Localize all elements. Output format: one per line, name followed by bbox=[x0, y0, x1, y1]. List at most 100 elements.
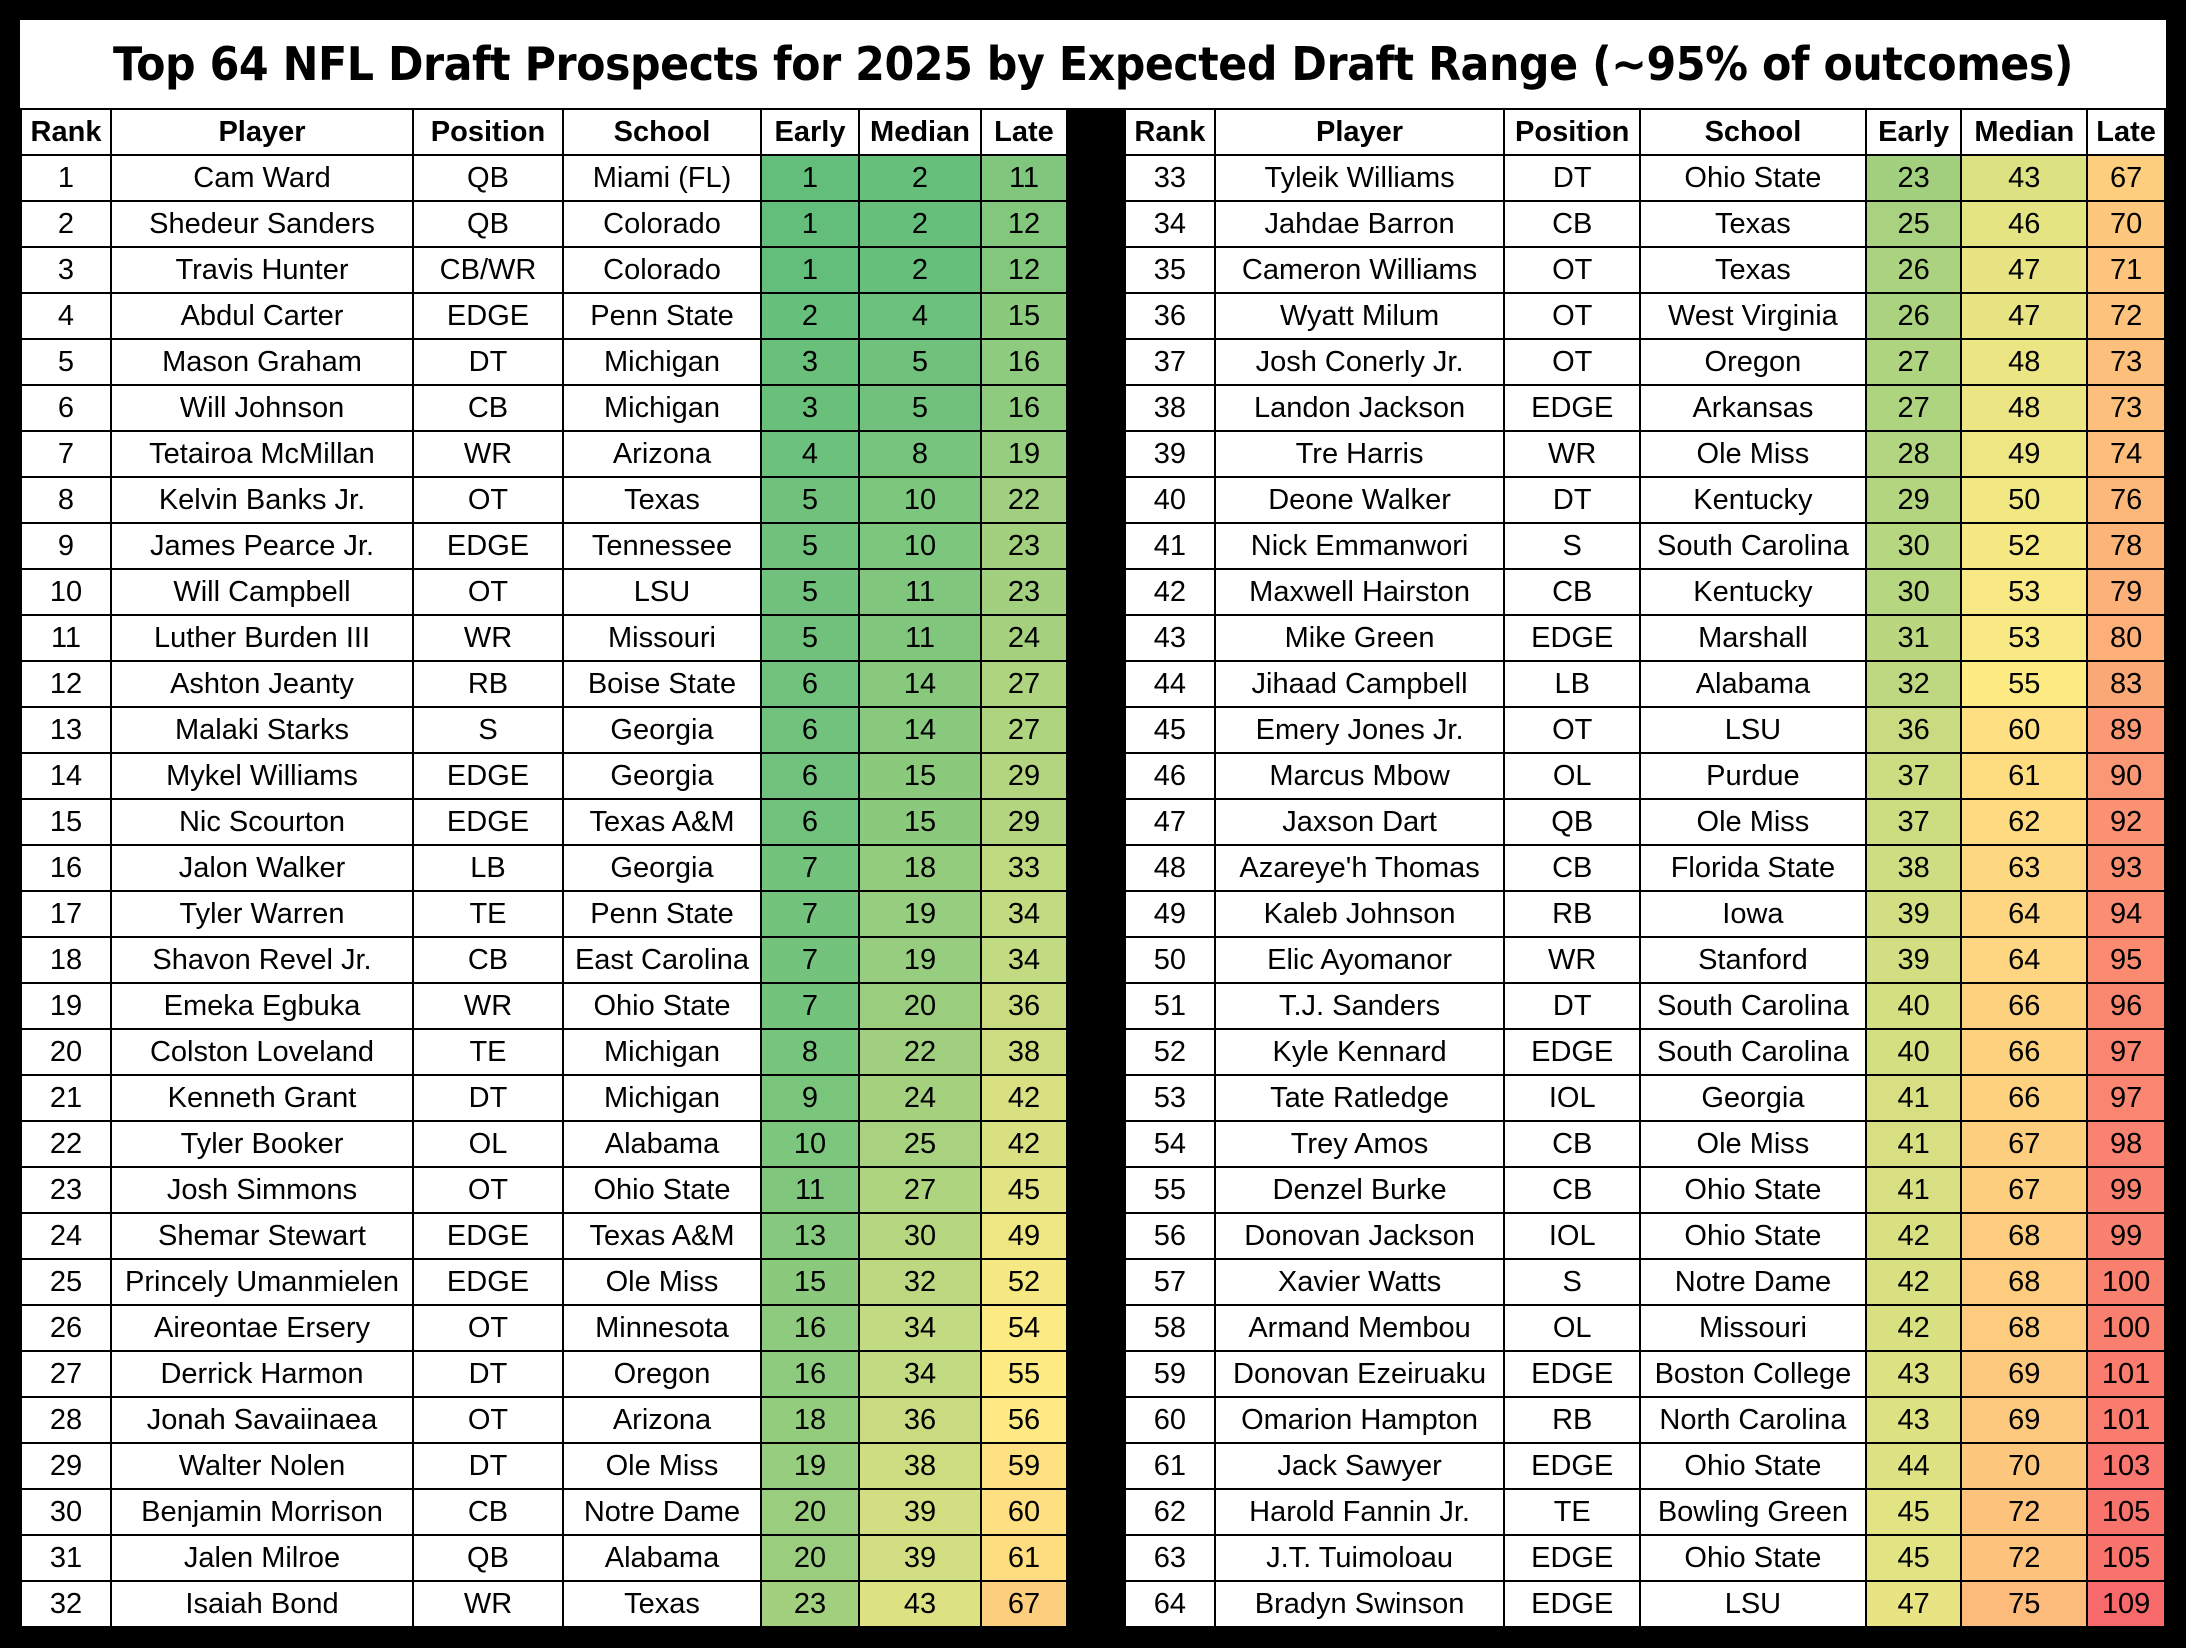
cell-player: Donovan Ezeiruaku bbox=[1213, 1350, 1506, 1398]
table-row: 3 Travis Hunter CB/WR Colorado 1 2 12 bbox=[20, 246, 1068, 294]
cell-late: 100 bbox=[2086, 1258, 2166, 1306]
cell-median: 8 bbox=[858, 430, 982, 478]
cell-position: EDGE bbox=[1503, 384, 1642, 432]
cell-rank: 29 bbox=[20, 1442, 112, 1490]
cell-school: Miami (FL) bbox=[562, 154, 762, 202]
cell-early: 27 bbox=[1864, 384, 1963, 432]
cell-median: 64 bbox=[1960, 890, 2089, 938]
cell-early: 7 bbox=[760, 982, 860, 1030]
header-position: Position bbox=[1503, 108, 1642, 156]
cell-median: 11 bbox=[858, 568, 982, 616]
cell-late: 60 bbox=[980, 1488, 1068, 1536]
cell-late: 78 bbox=[2086, 522, 2166, 570]
cell-position: LB bbox=[412, 844, 564, 892]
cell-median: 47 bbox=[1960, 246, 2089, 294]
table-row: 17 Tyler Warren TE Penn State 7 19 34 bbox=[20, 890, 1068, 938]
table-row: 14 Mykel Williams EDGE Georgia 6 15 29 bbox=[20, 752, 1068, 800]
table-row: 8 Kelvin Banks Jr. OT Texas 5 10 22 bbox=[20, 476, 1068, 524]
cell-school: Texas bbox=[1639, 200, 1867, 248]
cell-median: 10 bbox=[858, 522, 982, 570]
cell-position: OT bbox=[412, 568, 564, 616]
cell-position: EDGE bbox=[412, 1212, 564, 1260]
cell-rank: 36 bbox=[1124, 292, 1216, 340]
cell-median: 5 bbox=[858, 338, 982, 386]
table-row: 38 Landon Jackson EDGE Arkansas 27 48 73 bbox=[1124, 384, 2166, 432]
cell-position: OT bbox=[412, 476, 564, 524]
cell-player: Elic Ayomanor bbox=[1213, 936, 1506, 984]
cell-player: Nick Emmanwori bbox=[1213, 522, 1506, 570]
cell-median: 18 bbox=[858, 844, 982, 892]
table-row: 33 Tyleik Williams DT Ohio State 23 43 67 bbox=[1124, 154, 2166, 202]
cell-late: 72 bbox=[2086, 292, 2166, 340]
table-row: 32 Isaiah Bond WR Texas 23 43 67 bbox=[20, 1580, 1068, 1628]
cell-late: 11 bbox=[980, 154, 1068, 202]
cell-school: LSU bbox=[562, 568, 762, 616]
table-body-right: 33 Tyleik Williams DT Ohio State 23 43 67 34 Jah… bbox=[1124, 154, 2166, 1628]
cell-school: Alabama bbox=[562, 1120, 762, 1168]
cell-median: 48 bbox=[1960, 338, 2089, 386]
table-row: 45 Emery Jones Jr. OT LSU 36 60 89 bbox=[1124, 706, 2166, 754]
cell-rank: 53 bbox=[1124, 1074, 1216, 1122]
cell-early: 39 bbox=[1864, 936, 1963, 984]
cell-school: Michigan bbox=[562, 1028, 762, 1076]
cell-early: 47 bbox=[1864, 1580, 1963, 1628]
cell-rank: 45 bbox=[1124, 706, 1216, 754]
cell-rank: 19 bbox=[20, 982, 112, 1030]
cell-early: 29 bbox=[1864, 476, 1963, 524]
table-row: 64 Bradyn Swinson EDGE LSU 47 75 109 bbox=[1124, 1580, 2166, 1628]
cell-school: Ole Miss bbox=[562, 1442, 762, 1490]
cell-median: 10 bbox=[858, 476, 982, 524]
page-title: Top 64 NFL Draft Prospects for 2025 by E… bbox=[113, 37, 2073, 91]
cell-position: OL bbox=[412, 1120, 564, 1168]
cell-median: 68 bbox=[1960, 1304, 2089, 1352]
cell-late: 23 bbox=[980, 522, 1068, 570]
cell-rank: 9 bbox=[20, 522, 112, 570]
cell-player: Emery Jones Jr. bbox=[1213, 706, 1506, 754]
cell-late: 15 bbox=[980, 292, 1068, 340]
table-row: 26 Aireontae Ersery OT Minnesota 16 34 54 bbox=[20, 1304, 1068, 1352]
cell-player: Derrick Harmon bbox=[110, 1350, 414, 1398]
cell-early: 8 bbox=[760, 1028, 860, 1076]
cell-rank: 25 bbox=[20, 1258, 112, 1306]
cell-rank: 54 bbox=[1124, 1120, 1216, 1168]
cell-school: Ole Miss bbox=[562, 1258, 762, 1306]
cell-late: 96 bbox=[2086, 982, 2166, 1030]
cell-position: CB bbox=[1503, 1166, 1642, 1214]
cell-position: DT bbox=[412, 338, 564, 386]
cell-median: 62 bbox=[1960, 798, 2089, 846]
cell-early: 31 bbox=[1864, 614, 1963, 662]
cell-position: EDGE bbox=[412, 752, 564, 800]
cell-late: 94 bbox=[2086, 890, 2166, 938]
cell-school: Colorado bbox=[562, 246, 762, 294]
cell-position: OT bbox=[412, 1166, 564, 1214]
table-row: 55 Denzel Burke CB Ohio State 41 67 99 bbox=[1124, 1166, 2166, 1214]
cell-player: Emeka Egbuka bbox=[110, 982, 414, 1030]
cell-player: Jaxson Dart bbox=[1213, 798, 1506, 846]
table-row: 20 Colston Loveland TE Michigan 8 22 38 bbox=[20, 1028, 1068, 1076]
cell-player: Shavon Revel Jr. bbox=[110, 936, 414, 984]
cell-position: S bbox=[1503, 522, 1642, 570]
cell-position: S bbox=[1503, 1258, 1642, 1306]
cell-late: 100 bbox=[2086, 1304, 2166, 1352]
table-row: 24 Shemar Stewart EDGE Texas A&M 13 30 49 bbox=[20, 1212, 1068, 1260]
cell-late: 92 bbox=[2086, 798, 2166, 846]
table-row: 46 Marcus Mbow OL Purdue 37 61 90 bbox=[1124, 752, 2166, 800]
cell-rank: 39 bbox=[1124, 430, 1216, 478]
cell-late: 38 bbox=[980, 1028, 1068, 1076]
cell-late: 34 bbox=[980, 890, 1068, 938]
cell-player: Donovan Jackson bbox=[1213, 1212, 1506, 1260]
cell-school: Arizona bbox=[562, 1396, 762, 1444]
cell-median: 38 bbox=[858, 1442, 982, 1490]
cell-late: 73 bbox=[2086, 338, 2166, 386]
cell-median: 49 bbox=[1960, 430, 2089, 478]
cell-position: CB bbox=[412, 384, 564, 432]
table-row: 31 Jalen Milroe QB Alabama 20 39 61 bbox=[20, 1534, 1068, 1582]
cell-player: Will Johnson bbox=[110, 384, 414, 432]
cell-early: 37 bbox=[1864, 752, 1963, 800]
cell-late: 90 bbox=[2086, 752, 2166, 800]
table-row: 25 Princely Umanmielen EDGE Ole Miss 15 32 52 bbox=[20, 1258, 1068, 1306]
cell-early: 1 bbox=[760, 200, 860, 248]
cell-player: Walter Nolen bbox=[110, 1442, 414, 1490]
cell-school: Ohio State bbox=[1639, 1166, 1867, 1214]
table-row: 12 Ashton Jeanty RB Boise State 6 14 27 bbox=[20, 660, 1068, 708]
